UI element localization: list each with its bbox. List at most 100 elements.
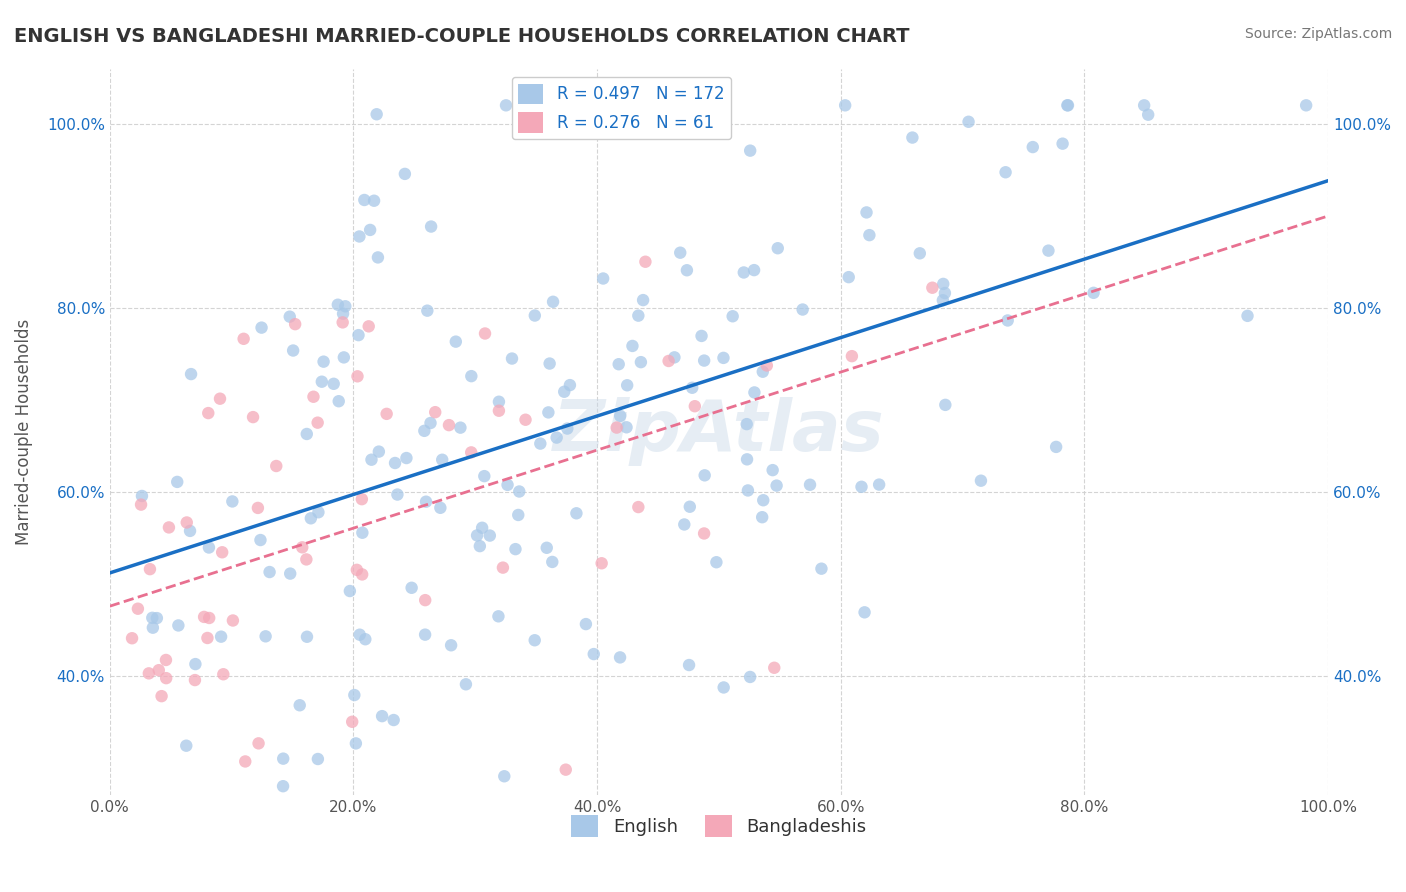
English	[957, 115, 980, 129]
Bangladeshis	[291, 541, 314, 555]
English	[706, 555, 728, 569]
English	[609, 650, 631, 665]
Bangladeshis	[157, 520, 180, 534]
English	[184, 657, 207, 671]
Bangladeshis	[129, 498, 152, 512]
English	[343, 688, 366, 702]
English	[141, 611, 163, 625]
English	[420, 219, 443, 234]
Text: ENGLISH VS BANGLADESHI MARRIED-COUPLE HOUSEHOLDS CORRELATION CHART: ENGLISH VS BANGLADESHI MARRIED-COUPLE HO…	[14, 27, 910, 45]
Bangladeshis	[127, 601, 149, 615]
English	[1083, 285, 1105, 300]
English	[589, 121, 612, 136]
English	[449, 420, 471, 434]
Bangladeshis	[346, 369, 368, 384]
English	[142, 621, 165, 635]
English	[352, 525, 374, 540]
English	[607, 357, 630, 371]
Bangladeshis	[515, 413, 537, 427]
Legend: English, Bangladeshis: English, Bangladeshis	[564, 808, 873, 845]
Bangladeshis	[121, 632, 143, 646]
English	[673, 517, 696, 532]
English	[616, 420, 638, 434]
English	[339, 584, 361, 599]
English	[271, 751, 294, 765]
Bangladeshis	[340, 714, 363, 729]
English	[630, 355, 652, 369]
English	[744, 385, 766, 400]
Bangladeshis	[211, 545, 233, 559]
English	[735, 452, 758, 467]
English	[735, 417, 758, 431]
Bangladeshis	[460, 445, 482, 459]
English	[387, 487, 409, 501]
English	[281, 343, 304, 358]
English	[460, 369, 482, 384]
English	[347, 328, 370, 343]
English	[508, 508, 530, 522]
English	[627, 309, 650, 323]
English	[538, 357, 561, 371]
English	[523, 309, 546, 323]
Bangladeshis	[683, 399, 706, 413]
Bangladeshis	[307, 416, 329, 430]
English	[733, 265, 755, 279]
English	[416, 303, 439, 318]
English	[558, 378, 581, 392]
Bangladeshis	[606, 420, 628, 434]
English	[721, 310, 744, 324]
Bangladeshis	[658, 354, 681, 368]
English	[752, 365, 775, 379]
English	[326, 298, 349, 312]
English	[366, 107, 388, 121]
English	[180, 367, 202, 381]
English	[616, 378, 638, 392]
English	[553, 384, 575, 399]
English	[488, 394, 510, 409]
Bangladeshis	[233, 755, 256, 769]
Bangladeshis	[148, 663, 170, 677]
English	[765, 478, 787, 492]
English	[1045, 440, 1067, 454]
English	[713, 351, 735, 365]
English	[676, 263, 699, 277]
Bangladeshis	[591, 556, 613, 570]
Bangladeshis	[488, 403, 510, 417]
English	[592, 271, 614, 285]
English	[997, 313, 1019, 327]
English	[565, 506, 588, 520]
Bangladeshis	[413, 593, 436, 607]
English	[332, 307, 354, 321]
English	[932, 293, 955, 308]
Bangladeshis	[474, 326, 496, 341]
English	[465, 528, 488, 542]
Bangladeshis	[332, 315, 354, 329]
English	[1038, 244, 1060, 258]
English	[307, 752, 329, 766]
English	[367, 444, 389, 458]
English	[851, 480, 873, 494]
English	[508, 484, 530, 499]
English	[541, 294, 564, 309]
English	[1056, 98, 1078, 112]
English	[1022, 140, 1045, 154]
English	[994, 165, 1017, 179]
English	[254, 629, 277, 643]
English	[440, 638, 463, 652]
Bangladeshis	[357, 319, 380, 334]
English	[496, 478, 519, 492]
English	[432, 452, 454, 467]
Bangladeshis	[143, 806, 166, 821]
Bangladeshis	[222, 614, 245, 628]
English	[299, 511, 322, 525]
English	[690, 329, 713, 343]
Bangladeshis	[634, 254, 657, 268]
English	[934, 286, 956, 301]
English	[471, 521, 494, 535]
English	[1236, 309, 1258, 323]
English	[146, 611, 169, 625]
English	[322, 376, 344, 391]
English	[799, 477, 821, 491]
English	[621, 339, 644, 353]
English	[523, 633, 546, 648]
